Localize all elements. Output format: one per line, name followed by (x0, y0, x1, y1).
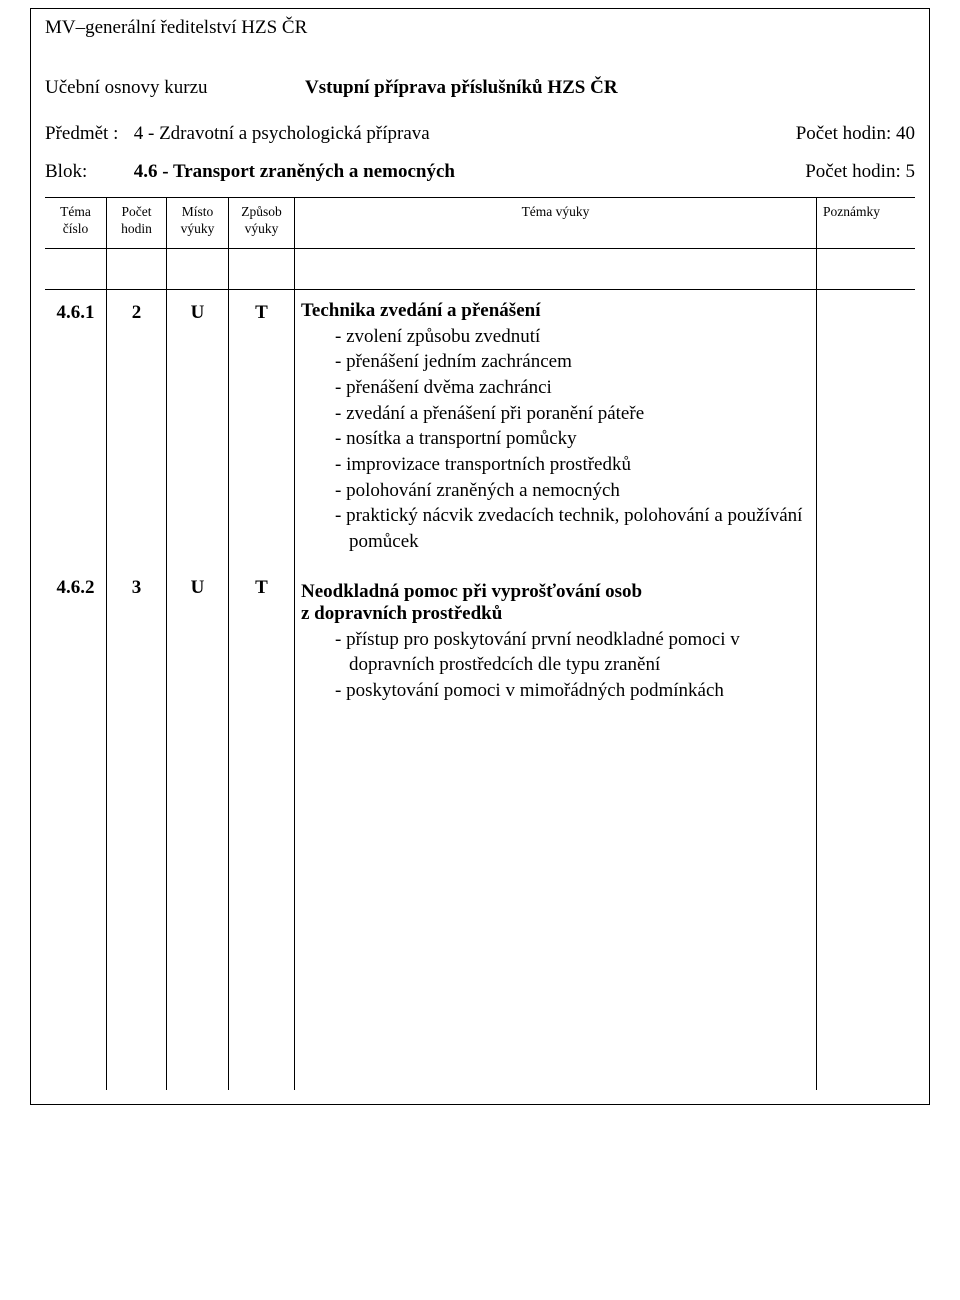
table-col-pocet: 2 3 (107, 290, 167, 1090)
page: MV–generální ředitelství HZS ČR Učební o… (0, 8, 960, 1300)
bullet: polohování zraněných a nemocných (335, 478, 808, 504)
block-left: Blok: 4.6 - Transport zraněných a nemocn… (45, 161, 455, 183)
document-frame: MV–generální ředitelství HZS ČR Učební o… (30, 8, 930, 1105)
col-header-misto-1: Místo (171, 204, 224, 221)
col-header-tema: Téma číslo (45, 198, 107, 248)
subject-row: Předmět : 4 - Zdravotní a psychologická … (45, 123, 915, 145)
row-method: T (233, 300, 290, 326)
col-header-zpusob: Způsob výuky (229, 198, 295, 248)
col-header-zpusob-2: výuky (233, 221, 290, 238)
bullet: praktický nácvik zvedacích technik, polo… (335, 503, 808, 554)
topic-block: Technika zvedání a přenášení zvolení způ… (301, 300, 808, 555)
col-header-notes: Poznámky (817, 198, 915, 248)
topic-subtitle: z dopravních prostředků (301, 603, 808, 625)
subject-hours-value: 40 (896, 123, 915, 144)
table-gap (45, 248, 915, 289)
subject-prefix: Předmět : (45, 123, 129, 145)
block-hours-label: Počet hodin: (805, 161, 901, 182)
topic-title: Technika zvedání a přenášení (301, 300, 808, 322)
block-hours-value: 5 (906, 161, 916, 182)
bullet: poskytování pomoci v mimořádných podmínk… (335, 678, 808, 704)
table-header: Téma číslo Počet hodin Místo výuky Způso… (45, 197, 915, 248)
course-row: Učební osnovy kurzu Vstupní příprava pří… (45, 77, 915, 99)
bullet: přenášení jedním zachráncem (335, 349, 808, 375)
course-label: Učební osnovy kurzu (45, 77, 305, 99)
col-header-misto-2: výuky (171, 221, 224, 238)
col-header-tema-1: Téma (49, 204, 102, 221)
organization-name: MV–generální ředitelství HZS ČR (45, 17, 915, 39)
col-header-pocet-1: Počet (111, 204, 162, 221)
table-col-misto: U U (167, 290, 229, 1090)
topic-block: Neodkladná pomoc při vyprošťování osob z… (301, 581, 808, 704)
block-hours: Počet hodin: 5 (805, 161, 915, 183)
col-header-pocet-2: hodin (111, 221, 162, 238)
table-col-tema: 4.6.1 4.6.2 (45, 290, 107, 1090)
subject-hours-label: Počet hodin: (796, 123, 892, 144)
subject-hours: Počet hodin: 40 (796, 123, 915, 145)
bullet: improvizace transportních prostředků (335, 452, 808, 478)
col-header-misto: Místo výuky (167, 198, 229, 248)
row-hours: 2 (111, 300, 162, 326)
topic-bullets: zvolení způsobu zvednutí přenášení jední… (301, 324, 808, 555)
topic-title: Neodkladná pomoc při vyprošťování osob (301, 581, 808, 603)
block-row: Blok: 4.6 - Transport zraněných a nemocn… (45, 161, 915, 183)
col-header-tema-2: číslo (49, 221, 102, 238)
bullet: zvolení způsobu zvednutí (335, 324, 808, 350)
col-header-zpusob-1: Způsob (233, 204, 290, 221)
table-col-notes (817, 290, 915, 1090)
bullet: zvedání a přenášení při poranění páteře (335, 401, 808, 427)
block-prefix: Blok: (45, 161, 129, 183)
bullet: nosítka a transportní pomůcky (335, 426, 808, 452)
subject-left: Předmět : 4 - Zdravotní a psychologická … (45, 123, 430, 145)
row-num: 4.6.1 (49, 300, 102, 326)
subject-text: 4 - Zdravotní a psychologická příprava (134, 123, 430, 144)
col-header-pocet: Počet hodin (107, 198, 167, 248)
table-col-topic: Technika zvedání a přenášení zvolení způ… (295, 290, 817, 1090)
col-header-topic: Téma výuky (295, 198, 817, 248)
row-place: U (171, 300, 224, 326)
bullet: přístup pro poskytování první neodkladné… (335, 627, 808, 678)
row-place: U (171, 575, 224, 601)
course-title: Vstupní příprava příslušníků HZS ČR (305, 77, 618, 99)
block-text: 4.6 - Transport zraněných a nemocných (134, 161, 455, 182)
row-hours: 3 (111, 575, 162, 601)
bullet: přenášení dvěma zachránci (335, 375, 808, 401)
row-num: 4.6.2 (49, 575, 102, 601)
table-col-zpusob: T T (229, 290, 295, 1090)
table-body: 4.6.1 4.6.2 2 3 U U T T Technika zvedání… (45, 289, 915, 1090)
topic-bullets: přístup pro poskytování první neodkladné… (301, 627, 808, 704)
row-method: T (233, 575, 290, 601)
